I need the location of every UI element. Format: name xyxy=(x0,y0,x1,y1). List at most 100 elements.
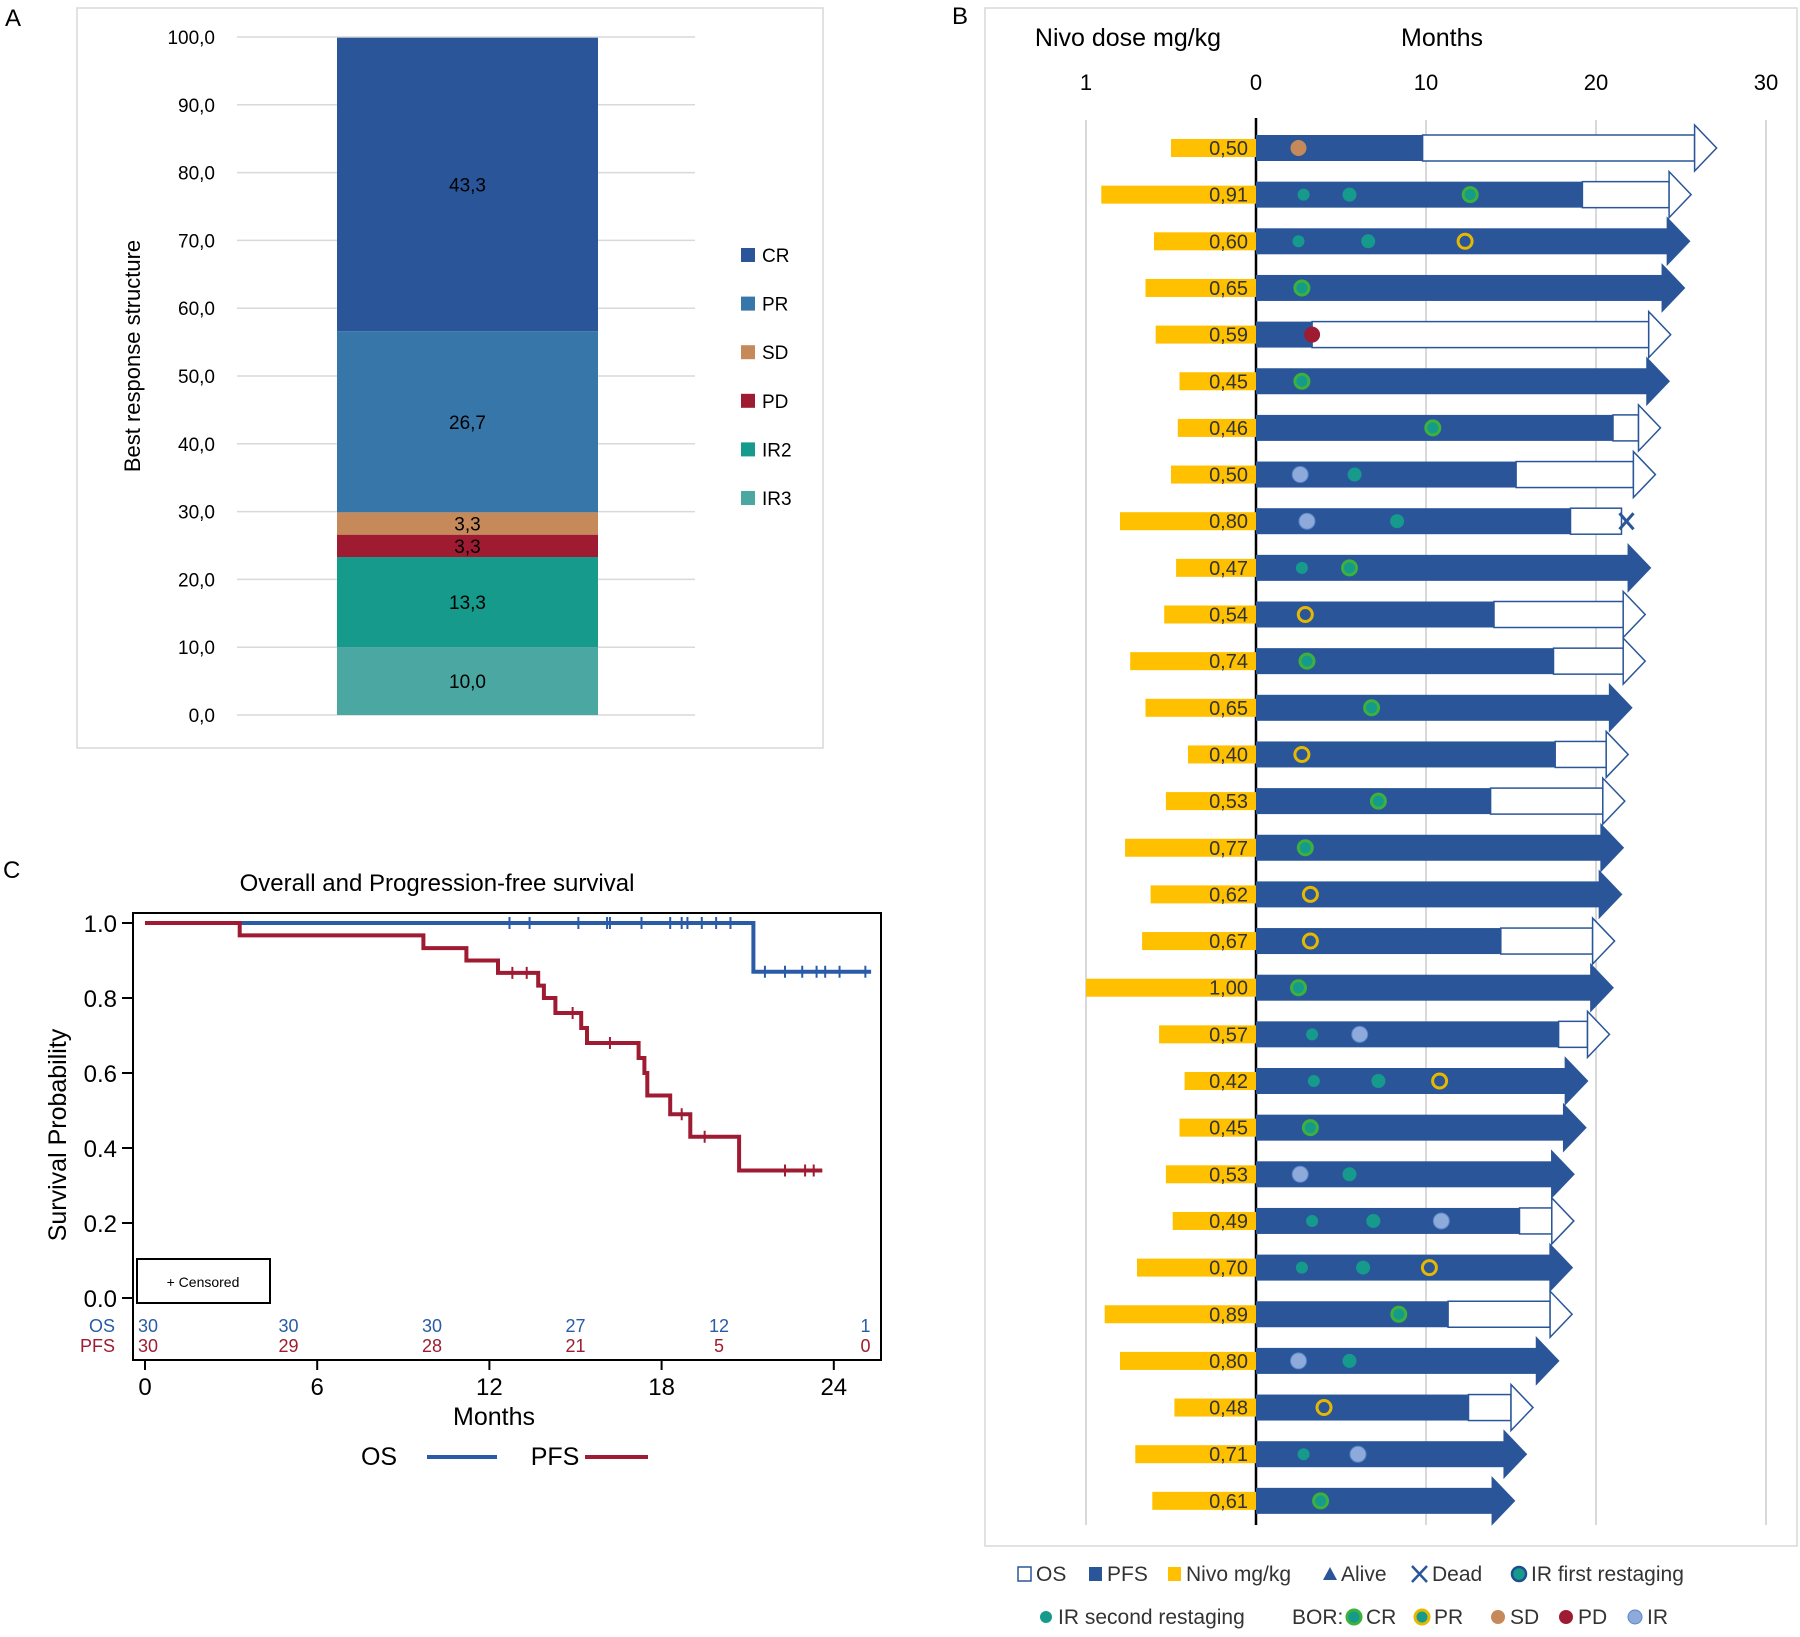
patient-row: 0,74 xyxy=(1130,636,1647,687)
legend-pfs-swatch xyxy=(1089,1567,1102,1581)
dose-label: 0,50 xyxy=(1209,138,1248,160)
dose-label: 0,46 xyxy=(1209,418,1248,440)
patient-row: 0,59 xyxy=(1155,309,1672,360)
patient-row: 0,65 xyxy=(1145,682,1633,733)
y-tick-label: 70,0 xyxy=(178,231,215,252)
alive-arrow xyxy=(1551,1149,1575,1200)
risk-row-label-pfs: PFS xyxy=(80,1336,115,1356)
risk-count: 29 xyxy=(278,1336,298,1356)
legend-label-dead: Dead xyxy=(1432,1563,1482,1586)
y-tick-label: 0.6 xyxy=(84,1061,117,1088)
ir-second-restaging-marker xyxy=(1342,1353,1357,1368)
os-bar xyxy=(1581,180,1670,209)
pfs-bar xyxy=(1256,554,1629,581)
nivo-dose-bar xyxy=(1179,1118,1256,1137)
ir-first-restaging-marker xyxy=(1295,1261,1308,1274)
os-bar xyxy=(1552,647,1624,675)
alive-arrow xyxy=(1586,1009,1611,1060)
bar-segment-pd xyxy=(337,534,598,558)
legend-label-ir1: IR first restaging xyxy=(1531,1563,1684,1586)
alive-arrow xyxy=(1646,356,1671,407)
alive-arrow xyxy=(1622,636,1647,687)
legend-pd-marker xyxy=(1559,1610,1573,1624)
censored-legend-text: + Censored xyxy=(167,1274,240,1290)
legend-label-os: OS xyxy=(1036,1563,1066,1586)
legend-pr-marker xyxy=(1413,1608,1431,1626)
patient-row: 0,50 xyxy=(1171,123,1718,173)
dose-label: 0,45 xyxy=(1209,1118,1248,1140)
dose-label: 0,50 xyxy=(1209,465,1248,487)
legend-label-bor: BOR: xyxy=(1292,1606,1343,1629)
pfs-bar xyxy=(1256,274,1663,301)
cr-marker xyxy=(1341,559,1358,577)
legend-label-os: OS xyxy=(361,1443,397,1471)
alive-arrow xyxy=(1591,916,1616,966)
legend-cr-marker xyxy=(1345,1608,1363,1626)
ir-first-restaging-marker xyxy=(1292,235,1305,248)
legend-dead-cross xyxy=(1411,1565,1428,1583)
pr-marker xyxy=(1420,1259,1438,1277)
cr-marker xyxy=(1461,186,1479,204)
legend-nivo-swatch xyxy=(1168,1567,1181,1581)
ir-marker xyxy=(1432,1212,1450,1230)
cr-marker xyxy=(1369,792,1387,810)
os-curve xyxy=(145,921,872,974)
cr-marker xyxy=(1296,839,1314,857)
nivo-dose-bar xyxy=(1120,1351,1256,1370)
patient-row: 0,53 xyxy=(1165,776,1626,826)
legend-label-pfs: PFS xyxy=(531,1443,580,1471)
pfs-curve xyxy=(145,921,823,1173)
os-bar xyxy=(1467,1393,1512,1422)
panel-b: B Nivo dose mg/kg Months 1 0 10 20 30 0,500,… xyxy=(952,3,1798,1629)
nivo-dose-bar xyxy=(1150,885,1256,904)
nivo-dose-bar xyxy=(1120,512,1256,531)
nivo-dose-bar xyxy=(1188,745,1256,764)
legend-label-pfs: PFS xyxy=(1107,1563,1148,1586)
alive-arrow xyxy=(1535,1336,1560,1386)
nivo-dose-bar xyxy=(1145,698,1256,717)
alive-arrow xyxy=(1622,589,1647,640)
bar-segment-ir3 xyxy=(337,647,598,715)
y-tick-label: 0.4 xyxy=(84,1136,117,1163)
alive-arrow xyxy=(1668,169,1693,220)
cr-marker xyxy=(1298,652,1316,670)
patient-row: 0,61 xyxy=(1152,1475,1516,1526)
nivo-dose-bar xyxy=(1171,139,1256,157)
pfs-bar xyxy=(1256,741,1556,768)
os-bar xyxy=(1421,134,1696,162)
data-label-pr: 26,7 xyxy=(449,413,486,434)
month-tick-label: 30 xyxy=(1754,70,1778,95)
ir-second-restaging-marker xyxy=(1347,467,1362,482)
alive-arrow xyxy=(1605,729,1630,780)
y-tick-label: 40,0 xyxy=(178,435,215,456)
legend-label-cr: CR xyxy=(762,246,789,267)
dose-label: 0,80 xyxy=(1209,511,1248,533)
alive-arrow xyxy=(1590,962,1614,1013)
ir-first-restaging-marker xyxy=(1306,1028,1319,1041)
alive-arrow xyxy=(1647,309,1672,360)
patient-row: 0,45 xyxy=(1179,1102,1587,1153)
legend-swatch-cr xyxy=(741,248,755,262)
y-tick-label: 80,0 xyxy=(178,164,215,185)
cr-marker xyxy=(1293,279,1311,297)
pr-marker xyxy=(1293,745,1311,763)
dose-label: 0,70 xyxy=(1209,1258,1248,1280)
alive-arrow xyxy=(1666,216,1691,267)
pfs-bar xyxy=(1256,1207,1520,1234)
os-bar xyxy=(1311,320,1650,349)
patient-row: 0,67 xyxy=(1142,916,1616,966)
legend-label-ir: IR xyxy=(1647,1606,1668,1629)
panel-a-frame xyxy=(76,7,824,749)
nivo-dose-bar xyxy=(1125,838,1256,857)
ir-marker xyxy=(1291,1165,1309,1183)
alive-arrow xyxy=(1600,822,1625,873)
ir-first-restaging-marker xyxy=(1307,1075,1320,1087)
ir-first-restaging-marker xyxy=(1297,1448,1310,1461)
patient-row: 0,80 xyxy=(1120,507,1635,535)
legend-label-alive: Alive xyxy=(1341,1563,1387,1586)
dose-label: 0,91 xyxy=(1209,185,1248,207)
data-label-cr: 43,3 xyxy=(449,175,486,196)
ir-second-restaging-marker xyxy=(1356,1260,1371,1275)
panel-c-x-axis-label: Months xyxy=(453,1403,535,1431)
patient-row: 0,46 xyxy=(1177,403,1662,453)
